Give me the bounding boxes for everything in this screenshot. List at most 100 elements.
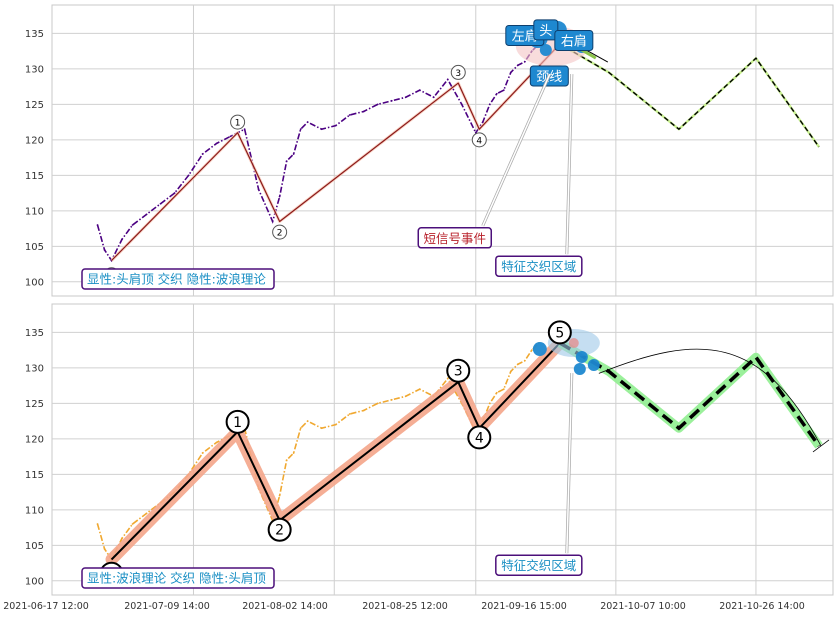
- pivot-marker: [267, 517, 292, 542]
- price-point: [516, 64, 519, 67]
- annotation-label: 特征交织区域: [501, 259, 576, 274]
- price-point: [278, 195, 281, 198]
- price-point: [320, 427, 323, 430]
- price-point: [159, 202, 162, 205]
- x-tick-label: 2021-10-07 10:00: [600, 601, 686, 612]
- price-point: [306, 121, 309, 124]
- pivot-label: 1: [233, 415, 242, 431]
- x-tick-label: 2021-08-25 12:00: [362, 601, 448, 612]
- plot-area: [51, 303, 834, 596]
- y-tick-label: 135: [25, 29, 44, 40]
- price-point: [460, 103, 463, 106]
- y-tick-label: 105: [25, 242, 44, 253]
- info-box: [81, 268, 275, 290]
- plot-content: 012345: [96, 320, 830, 586]
- price-point: [390, 398, 393, 401]
- y-tick-label: 125: [25, 100, 44, 111]
- pivot-marker: [467, 425, 492, 450]
- price-point: [523, 60, 526, 63]
- price-point: [334, 124, 337, 127]
- pattern-marker: [573, 363, 586, 376]
- pattern-label-box: [533, 19, 559, 41]
- price-point: [502, 89, 505, 92]
- y-tick-label: 115: [25, 470, 44, 481]
- pivot-label: 4: [475, 430, 484, 446]
- bottom-panel: 100105110115120125130135012345特征交织区域显性:波…: [25, 303, 834, 596]
- price-point: [418, 388, 421, 391]
- y-tick-label: 115: [25, 171, 44, 182]
- price-point: [488, 103, 491, 106]
- annotation-box: [417, 227, 493, 249]
- annotation-arrow-inner: [566, 74, 573, 255]
- price-point: [530, 349, 533, 352]
- pivot-marker: [471, 132, 487, 148]
- annotation-arrow-inner: [566, 373, 573, 554]
- y-tick-label: 100: [25, 277, 44, 288]
- price-point: [348, 114, 351, 116]
- top-panel: 10010511011512012513013501234左肩头右肩颈线短信号事…: [25, 4, 834, 297]
- pattern-label: 左肩: [512, 29, 538, 45]
- price-point: [509, 71, 512, 74]
- grid-lines: [52, 5, 833, 296]
- price-point: [348, 413, 351, 415]
- info-box-text: 显性:头肩顶 交织 隐性:波浪理论: [87, 272, 266, 287]
- price-point: [257, 188, 260, 191]
- pattern-label: 头: [539, 24, 552, 39]
- price-point: [145, 213, 148, 216]
- pattern-label-box: [554, 29, 594, 51]
- pivot-label: 3: [454, 364, 463, 380]
- y-tick-label: 130: [25, 363, 44, 374]
- forecast-arc: [598, 348, 822, 447]
- price-point: [145, 512, 148, 515]
- y-tick-label: 135: [25, 328, 44, 339]
- price-point: [243, 128, 246, 131]
- price-point: [215, 142, 218, 145]
- price-point: [96, 224, 99, 226]
- y-tick-label: 110: [25, 505, 44, 516]
- info-box: [81, 567, 275, 589]
- pivot-label: 3: [455, 69, 461, 79]
- price-point: [404, 96, 407, 99]
- price-point: [96, 523, 99, 525]
- price-point: [432, 96, 435, 99]
- price-point: [215, 441, 218, 444]
- pivot-marker: [272, 224, 288, 240]
- price-point: [285, 160, 288, 163]
- annotation-box: [495, 255, 583, 277]
- y-tick-label: 105: [25, 541, 44, 552]
- price-point: [201, 153, 204, 155]
- y-tick-label: 120: [25, 434, 44, 445]
- price-point: [173, 192, 176, 194]
- pattern-label: 右肩: [561, 33, 587, 49]
- y-tick-label: 120: [25, 135, 44, 146]
- price-point: [320, 128, 323, 131]
- x-tick-label: 2021-06-17 12:00: [3, 601, 89, 612]
- price-point: [299, 427, 302, 430]
- pattern-marker: [587, 359, 600, 372]
- forecast-arc-tick: [812, 439, 830, 453]
- price-point: [376, 402, 379, 405]
- price-point: [229, 135, 232, 138]
- x-tick-label: 2021-07-09 14:00: [124, 601, 210, 612]
- price-point: [103, 547, 106, 550]
- price-point: [502, 388, 505, 391]
- forecast-path-line: [559, 43, 820, 148]
- pivot-marker: [446, 358, 471, 383]
- pivot-label: 5: [555, 325, 564, 341]
- annotation-arrow-inner: [482, 73, 551, 227]
- pivot-marker: [547, 320, 572, 345]
- pattern-marker: [532, 342, 547, 357]
- x-tick-label: 2021-09-16 15:00: [481, 601, 567, 612]
- annotation-box: [495, 554, 583, 576]
- price-point: [187, 174, 190, 177]
- pivot-marker: [225, 409, 250, 434]
- price-point: [362, 409, 365, 412]
- pivot-marker: [450, 64, 466, 80]
- price-point: [404, 395, 407, 398]
- wave-path-line: [111, 43, 561, 261]
- price-point: [292, 452, 295, 454]
- annotation-label: 特征交织区域: [501, 558, 576, 573]
- price-point: [131, 523, 134, 525]
